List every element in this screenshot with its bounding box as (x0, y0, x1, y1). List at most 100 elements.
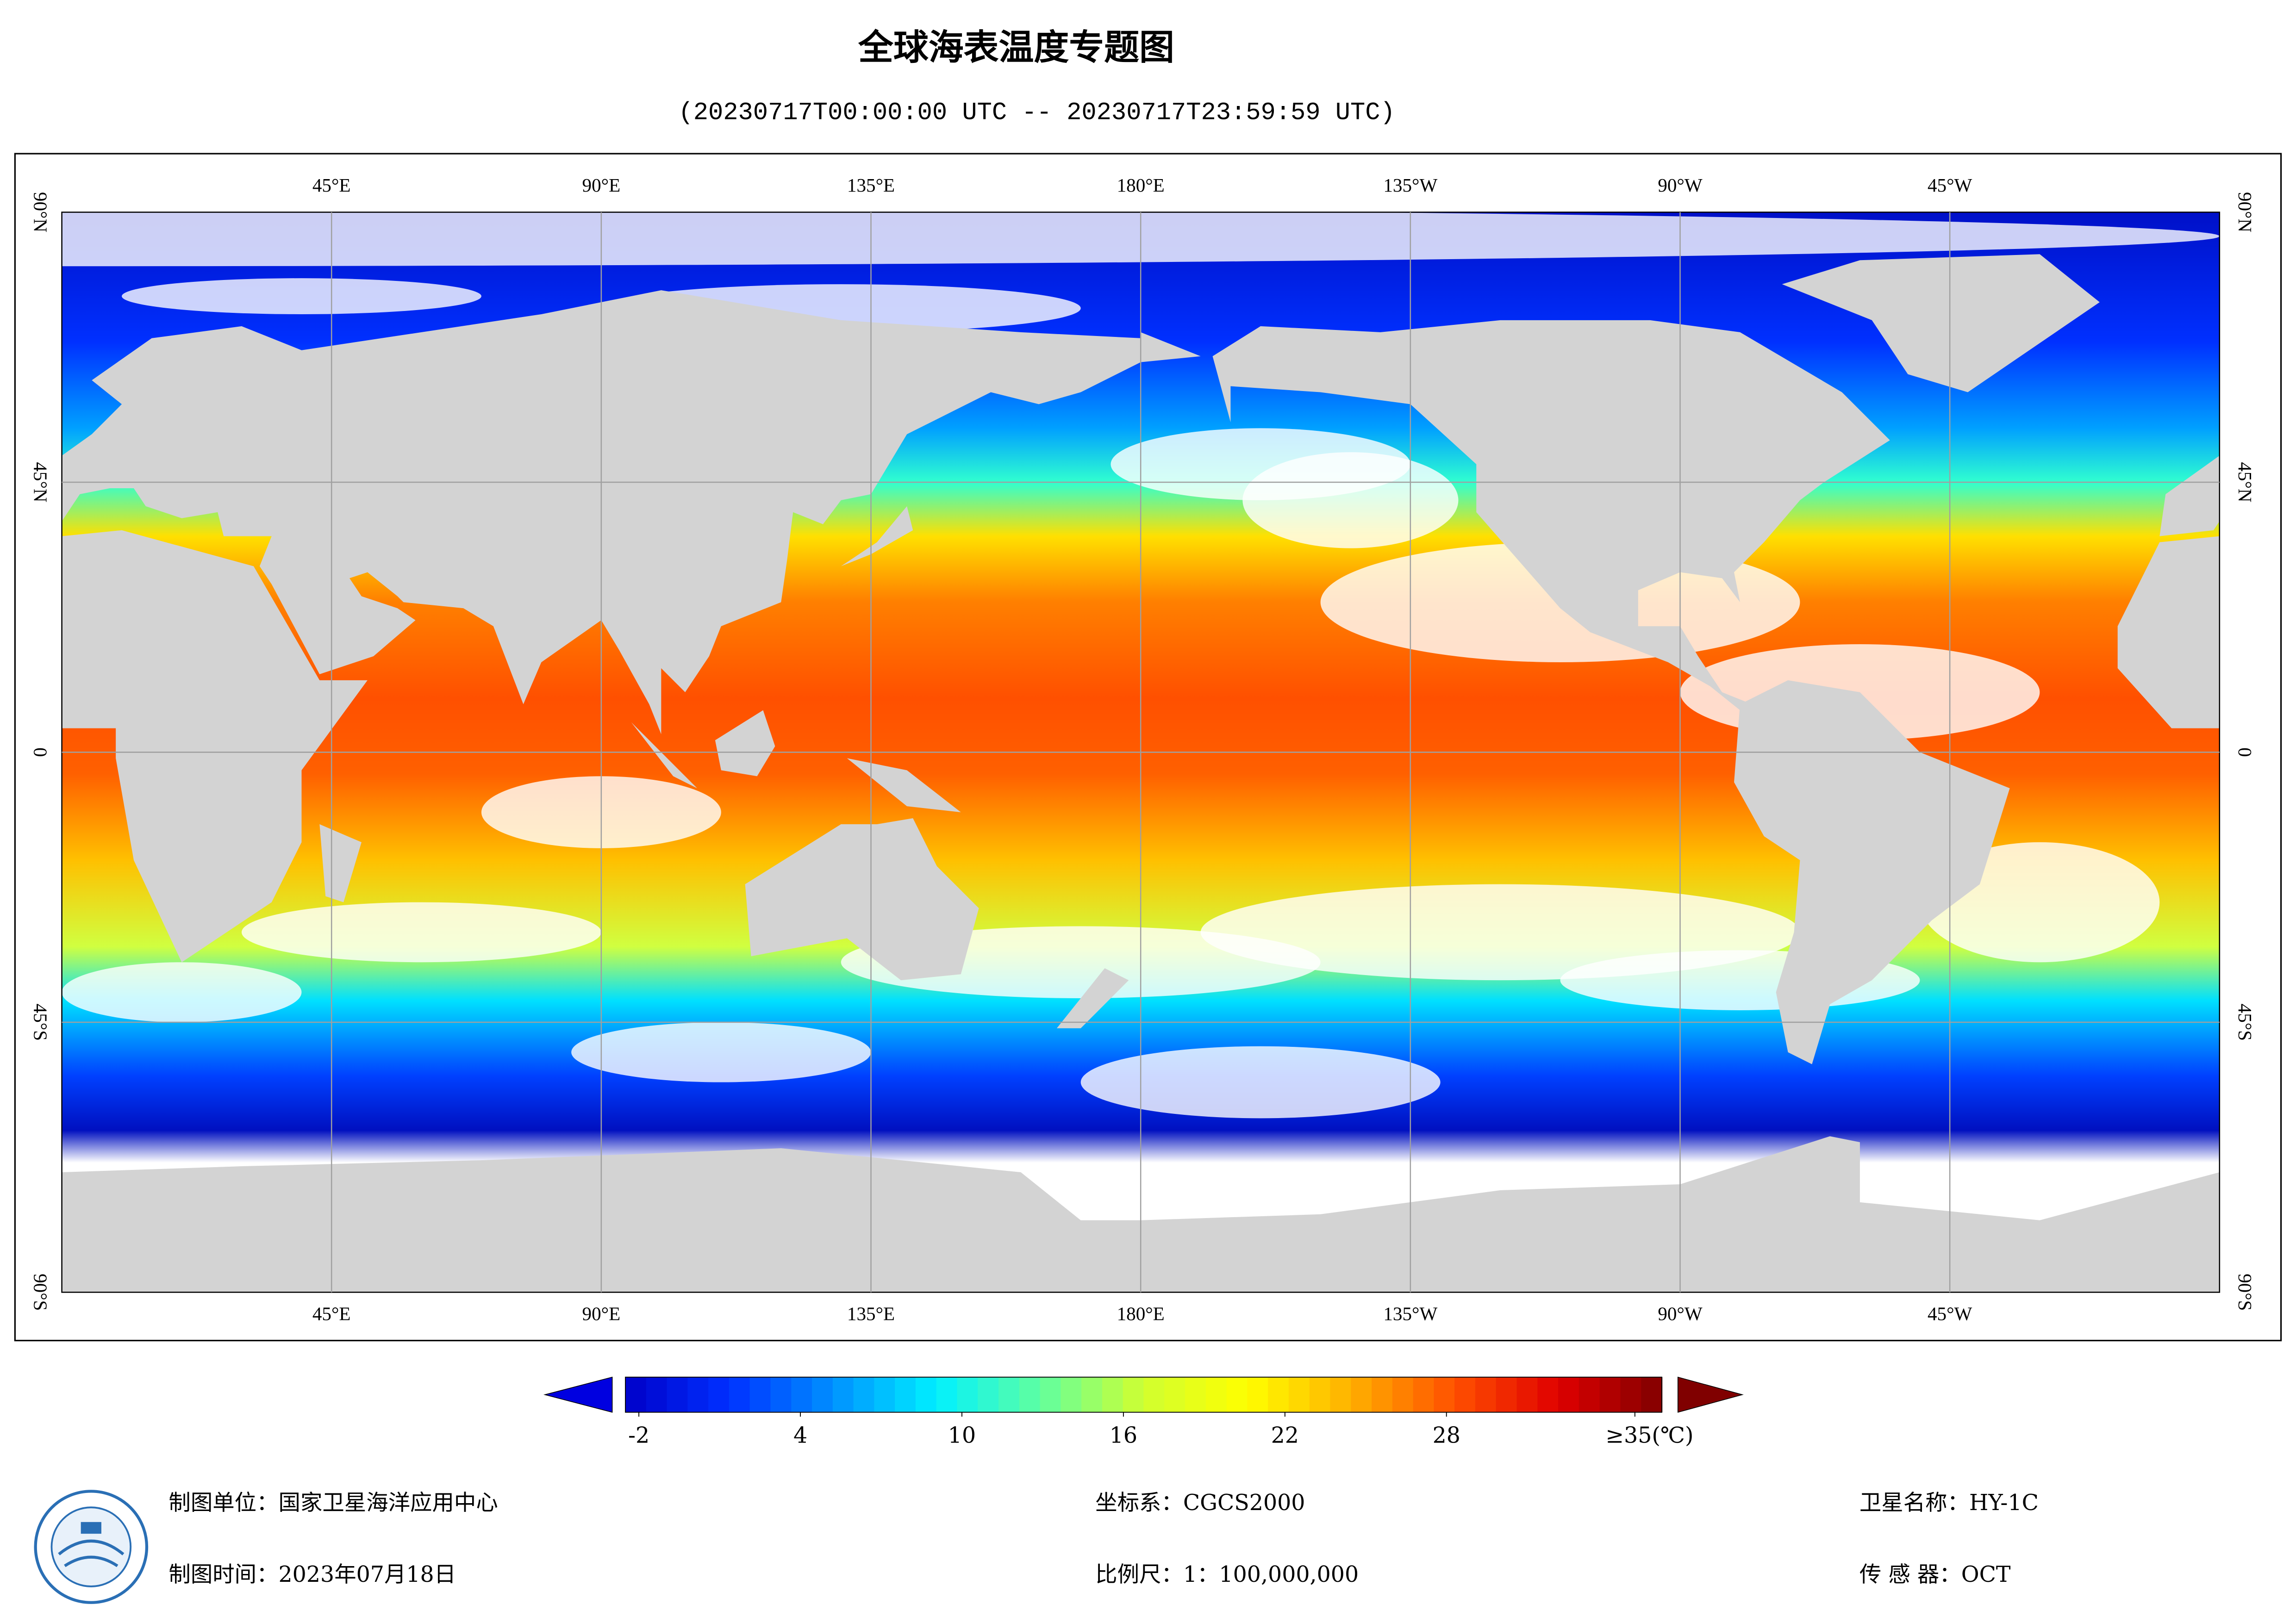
colorbar-tick-label: 22 (1271, 1423, 1299, 1448)
colorbar-step (1454, 1377, 1476, 1412)
land (715, 710, 775, 777)
colorbar-frame (625, 1376, 1662, 1413)
colorbar-step (1330, 1377, 1352, 1412)
latitude-label: 90°S (30, 1274, 51, 1311)
logo-waves (58, 1539, 125, 1567)
land (1734, 680, 2010, 1064)
cloud-cover (242, 902, 601, 963)
colorbar-step (625, 1377, 647, 1412)
longitude-label: 90°W (1658, 1303, 1703, 1324)
colorbar-step (998, 1377, 1020, 1412)
colorbar-step (687, 1377, 709, 1412)
land (1212, 320, 1890, 710)
colorbar-step (1040, 1377, 1061, 1412)
title: 全球海表温度专题图 (858, 27, 1174, 68)
colorbar-tick-label: 4 (793, 1423, 807, 1448)
colorbar-step (1143, 1377, 1165, 1412)
land (745, 818, 979, 981)
colorbar-step (1164, 1377, 1186, 1412)
longitude-label: 135°E (847, 1303, 895, 1324)
colorbar-step (1226, 1377, 1248, 1412)
colorbar-step (1392, 1377, 1414, 1412)
colorbar-step (1475, 1377, 1497, 1412)
longitude-label: 135°W (1383, 1303, 1437, 1324)
longitude-label: 90°W (1658, 174, 1703, 196)
logo (34, 1490, 149, 1604)
colorbar-step (1247, 1377, 1269, 1412)
land (319, 824, 362, 902)
logo-satellite (81, 1522, 101, 1534)
land (2117, 536, 2220, 728)
footer-unit: 制图单位：国家卫星海洋应用中心 (168, 1490, 498, 1516)
colorbar-step (708, 1377, 730, 1412)
graticule: 45°E 45°E 90°E 90°E 135°E 135°E 180°E 180°E 135°… (30, 174, 2256, 1324)
colorbar-step (1309, 1377, 1331, 1412)
colorbar-step (646, 1377, 668, 1412)
colorbar-step (1081, 1377, 1103, 1412)
cloud-cover (571, 1022, 871, 1082)
longitude-label: 180°E (1117, 174, 1165, 196)
colorbar-tick-label: ≥35(℃) (1605, 1423, 1693, 1448)
colorbar-step (1205, 1377, 1227, 1412)
land (1141, 332, 1201, 362)
longitude-label: 45°E (312, 1303, 351, 1324)
colorbar-step (812, 1377, 834, 1412)
colorbar-low-arrow (543, 1376, 613, 1413)
colorbar-step (1019, 1377, 1041, 1412)
colorbar-step (1185, 1377, 1207, 1412)
longitude-label: 90°E (582, 1303, 621, 1324)
footer-satellite: 卫星名称：HY-1C (1859, 1490, 2039, 1516)
colorbar-step (936, 1377, 958, 1412)
colorbar-step (1288, 1377, 1310, 1412)
longitude-label: 45°E (312, 174, 351, 196)
colorbar-step (1578, 1377, 1600, 1412)
longitude-label: 90°E (582, 174, 621, 196)
footer-date: 制图时间：2023年07月18日 (168, 1562, 456, 1587)
colorbar-step (895, 1377, 917, 1412)
latitude-label: 45°N (2234, 462, 2256, 502)
colorbar-step (791, 1377, 813, 1412)
colorbar-step (1537, 1377, 1559, 1412)
colorbar-step (915, 1377, 937, 1412)
land (841, 506, 913, 566)
latitude-label: 90°S (2234, 1274, 2256, 1311)
colorbar-step (1496, 1377, 1517, 1412)
latitude-label: 45°N (30, 462, 51, 502)
colorbar-step (832, 1377, 854, 1412)
cloud-cover (1242, 452, 1459, 548)
colorbar-step (729, 1377, 750, 1412)
colorbar-step (749, 1377, 771, 1412)
colorbar-step (1620, 1377, 1642, 1412)
colorbar-step (667, 1377, 688, 1412)
colorbar-step (874, 1377, 896, 1412)
longitude-label: 135°W (1383, 174, 1437, 196)
colorbar-step (1061, 1377, 1082, 1412)
longitude-label: 45°W (1928, 174, 1972, 196)
latitude-label: 45°S (30, 1004, 51, 1041)
latitude-label: 45°S (2234, 1004, 2256, 1041)
longitude-label: 45°W (1928, 1303, 1972, 1324)
colorbar-tick-label: 28 (1433, 1423, 1460, 1448)
colorbar-step (957, 1377, 979, 1412)
latitude-label: 0 (2234, 747, 2256, 757)
land (847, 758, 961, 813)
colorbar-step (1351, 1377, 1373, 1412)
colorbar-step (770, 1377, 792, 1412)
colorbar-step (1599, 1377, 1621, 1412)
colorbar-step (1641, 1377, 1663, 1412)
land (62, 530, 368, 963)
colorbar-tick-label: -2 (628, 1423, 649, 1448)
colorbar-step (1102, 1377, 1123, 1412)
colorbar-step (853, 1377, 875, 1412)
footer-crs: 坐标系：CGCS2000 (1095, 1490, 1305, 1516)
cloud-cover (1080, 1046, 1441, 1119)
colorbar: -2 4 10 16 22 28 ≥35(℃) (543, 1376, 1744, 1448)
footer-scale: 比例尺：1：100,000,000 (1095, 1562, 1359, 1587)
cloud-cover (122, 278, 481, 314)
land (2159, 455, 2220, 536)
colorbar-step (1268, 1377, 1290, 1412)
colorbar-step (978, 1377, 999, 1412)
latitude-label: 90°N (2234, 192, 2256, 232)
colorbar-step (1434, 1377, 1455, 1412)
